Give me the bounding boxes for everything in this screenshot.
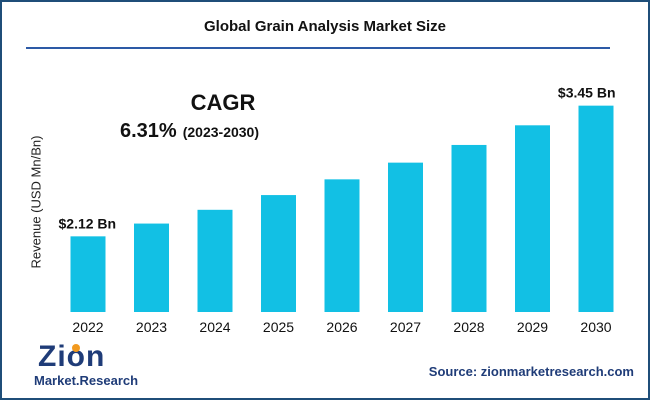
- logo-wordmark: Zion: [38, 340, 106, 373]
- chart-title: Global Grain Analysis Market Size: [203, 18, 447, 35]
- cagr-label: CAGR: [190, 90, 256, 115]
- title-divider: [26, 47, 610, 49]
- data-label-2022: $2.12 Bn: [59, 215, 117, 231]
- x-tick-2022: 2022: [72, 319, 103, 335]
- logo-subtitle: Market.Research: [34, 373, 139, 388]
- logo-dot-icon: [72, 344, 80, 352]
- zion-logo: Zion Market.Research: [32, 342, 152, 394]
- x-tick-2026: 2026: [326, 319, 357, 335]
- bar-2030: [578, 105, 614, 312]
- cagr-row: 6.31% (2023-2030): [120, 120, 259, 143]
- source-credit: Source: zionmarketresearch.com: [428, 364, 634, 379]
- bar-2027: [388, 162, 423, 312]
- x-tick-2028: 2028: [453, 319, 484, 335]
- bar-2025: [261, 195, 296, 312]
- x-tick-2030: 2030: [580, 319, 611, 335]
- x-tick-2025: 2025: [263, 319, 294, 335]
- bar-2024: [197, 209, 233, 312]
- x-tick-2024: 2024: [199, 319, 230, 335]
- bar-2022: [70, 236, 106, 312]
- cagr-value: 6.31%: [120, 120, 177, 142]
- x-tick-2023: 2023: [136, 319, 167, 335]
- data-label-2030: $3.45 Bn: [558, 85, 616, 101]
- bar-2026: [324, 179, 360, 312]
- bar-2028: [451, 144, 487, 312]
- cagr-period: (2023-2030): [182, 124, 259, 140]
- bar-2029: [515, 125, 550, 312]
- bar-2023: [134, 223, 169, 312]
- x-tick-2029: 2029: [517, 319, 548, 335]
- x-tick-2027: 2027: [390, 319, 421, 335]
